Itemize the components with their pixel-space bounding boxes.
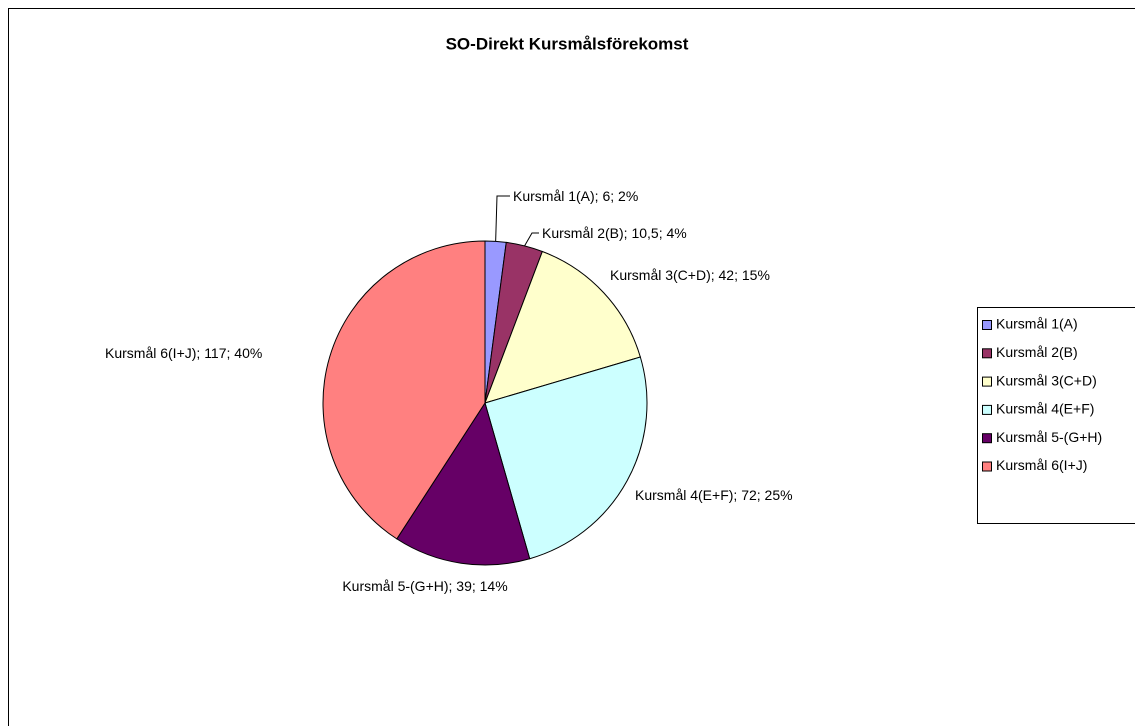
- pie-slice: [322, 240, 486, 540]
- legend-label: Kursmål 6(I+J): [996, 457, 1087, 473]
- data-label: Kursmål 3(C+D); 42; 15%: [610, 267, 770, 283]
- data-label: Kursmål 1(A); 6; 2%: [513, 188, 639, 204]
- legend-swatch: [982, 320, 992, 330]
- pie-slice: [396, 401, 531, 566]
- chart-title: SO-Direkt Kursmålsförekomst: [446, 34, 689, 53]
- legend-swatch: [982, 348, 992, 359]
- legend-swatch: [982, 461, 992, 472]
- legend-label: Kursmål 4(E+F): [996, 401, 1094, 417]
- legend-label: Kursmål 5-(G+H): [996, 429, 1102, 445]
- data-label: Kursmål 2(B); 10,5; 4%: [542, 225, 687, 241]
- data-label: Kursmål 6(I+J); 117; 40%: [105, 345, 263, 361]
- legend-box: [977, 307, 1135, 524]
- legend-swatch: [982, 404, 992, 415]
- legend-swatch: [982, 433, 992, 444]
- data-label: Kursmål 5-(G+H); 39; 14%: [342, 578, 508, 594]
- leader-line: [524, 232, 539, 247]
- pie-slice: [484, 356, 648, 560]
- legend-swatch: [982, 376, 992, 387]
- pie-slice: [484, 250, 641, 404]
- legend-label: Kursmål 3(C+D): [996, 372, 1097, 388]
- data-label: Kursmål 4(E+F); 72; 25%: [635, 487, 793, 503]
- legend-label: Kursmål 2(B): [996, 344, 1078, 360]
- legend-label: Kursmål 1(A): [996, 316, 1078, 332]
- leader-line: [495, 195, 510, 242]
